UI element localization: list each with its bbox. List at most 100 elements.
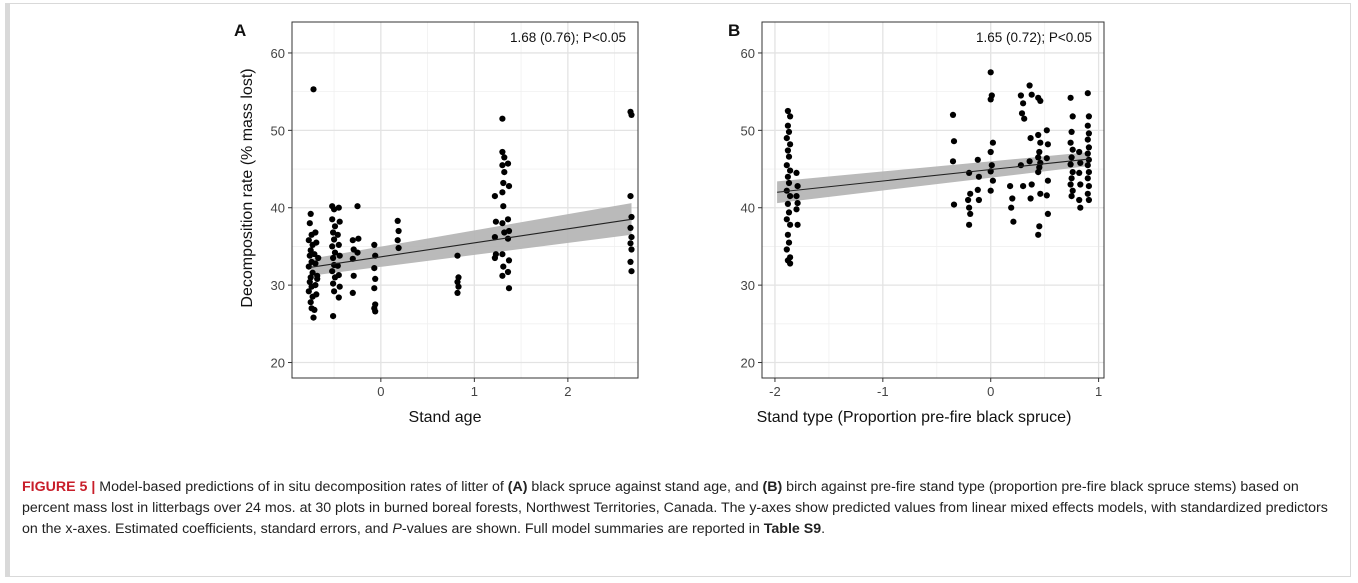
y-tick-label: 60 [741, 46, 755, 61]
data-point [499, 189, 506, 196]
data-point [1085, 196, 1092, 204]
data-point [1027, 195, 1034, 202]
data-point [1076, 148, 1083, 156]
caption-text: . [821, 521, 826, 537]
plot-area-b: -2 -1 0 1 20 30 40 50 60 1.65 (0.72); P<0.05 [741, 21, 1105, 399]
data-point [505, 285, 513, 292]
data-point [330, 254, 337, 262]
caption-text: Model-based predictions of in situ decom… [95, 479, 508, 495]
data-point [334, 262, 341, 269]
figure-label: FIGURE 5 | [22, 479, 96, 495]
y-tick-label: 40 [741, 201, 755, 216]
data-point [784, 231, 791, 238]
panel-b-label: B [728, 21, 740, 40]
data-point [307, 299, 314, 306]
caption-text: black spruce against stand age, and [527, 479, 763, 495]
chart-panel-b: B -2 -1 0 1 20 30 40 50 60 1.65 (0.72); P<0.05 St… [728, 21, 1105, 426]
data-point [787, 113, 794, 120]
data-point [949, 111, 957, 118]
data-point [785, 209, 793, 216]
data-point [499, 115, 506, 122]
data-point [783, 246, 790, 253]
data-point [987, 69, 994, 76]
data-point [306, 220, 313, 227]
data-point [1084, 122, 1091, 129]
data-point [329, 268, 336, 275]
data-point [499, 220, 506, 227]
data-point [1028, 91, 1035, 98]
data-point [349, 289, 356, 296]
x-tick-label: 0 [987, 384, 994, 399]
data-point [492, 218, 499, 225]
plot-border [291, 21, 639, 379]
data-point [966, 221, 973, 228]
y-tick-label: 60 [271, 46, 285, 61]
data-point [967, 210, 974, 217]
data-point [329, 216, 336, 223]
data-point [394, 217, 401, 224]
data-point [1044, 210, 1051, 217]
data-point [785, 153, 793, 160]
data-point [331, 223, 339, 230]
data-point [1043, 155, 1050, 162]
coefficient-annotation: 1.68 (0.76); P<0.05 [510, 30, 626, 45]
data-point [987, 148, 994, 156]
data-point [784, 147, 791, 154]
plot-border [761, 21, 1105, 379]
y-tick-label: 20 [271, 356, 285, 371]
data-point [1067, 139, 1074, 146]
data-point [783, 135, 790, 142]
data-point [974, 186, 981, 193]
data-point [1035, 169, 1042, 176]
data-point [305, 288, 312, 295]
data-point [628, 111, 635, 118]
data-point [307, 247, 314, 254]
data-point [989, 139, 996, 146]
data-point [787, 193, 794, 200]
data-point [307, 210, 314, 217]
x-axis-label: Stand age [409, 409, 482, 426]
data-point [307, 274, 314, 281]
data-point [784, 122, 791, 129]
y-tick-label: 40 [271, 201, 285, 216]
data-point [355, 235, 362, 242]
data-point [336, 252, 343, 259]
x-tick-label: 1 [1095, 384, 1102, 399]
data-point [331, 236, 338, 243]
data-point [1068, 193, 1075, 200]
data-point [1085, 156, 1092, 163]
data-point [1069, 187, 1076, 194]
x-tick-label: -2 [769, 384, 781, 399]
y-tick-label: 20 [741, 356, 755, 371]
data-point [499, 162, 506, 169]
data-point [1010, 218, 1017, 225]
data-point [499, 272, 506, 279]
data-point [309, 269, 316, 276]
data-point [965, 196, 972, 204]
data-point [1037, 139, 1044, 146]
data-point [491, 254, 498, 262]
caption-text: -values are shown. Full model summaries … [401, 521, 764, 537]
data-point [335, 241, 342, 248]
data-point [350, 272, 357, 279]
data-point [505, 257, 513, 264]
data-point [394, 237, 401, 244]
data-point [313, 239, 320, 246]
data-point [329, 243, 336, 250]
y-tick-label: 30 [741, 278, 755, 293]
data-point [794, 221, 801, 228]
data-point [1069, 146, 1076, 153]
plot-area-a: 0 1 2 20 30 40 50 60 1.68 (0.76); P<0.05 [271, 21, 639, 399]
data-point [1085, 130, 1092, 137]
data-point [1069, 169, 1076, 176]
data-point [1044, 141, 1051, 148]
data-point [950, 201, 958, 208]
data-point [1085, 169, 1092, 176]
data-point [354, 249, 361, 256]
data-point [1044, 177, 1051, 184]
data-point [1085, 113, 1092, 120]
data-point [501, 169, 508, 176]
x-tick-label: 1 [471, 384, 478, 399]
data-point [312, 282, 319, 289]
data-point [454, 252, 461, 259]
